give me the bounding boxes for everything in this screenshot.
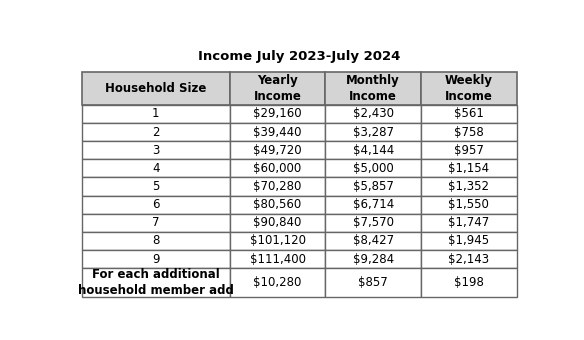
Text: 4: 4: [152, 162, 159, 175]
Bar: [421, 123, 517, 141]
Bar: [421, 250, 517, 268]
Bar: [325, 214, 421, 232]
Text: 3: 3: [152, 144, 159, 157]
Text: 7: 7: [152, 216, 159, 229]
Bar: [325, 72, 421, 105]
Text: 1: 1: [152, 107, 159, 120]
Text: $10,280: $10,280: [253, 276, 302, 289]
Bar: [421, 141, 517, 159]
Text: $1,550: $1,550: [449, 198, 489, 211]
Text: $5,857: $5,857: [353, 180, 394, 193]
Bar: [82, 214, 230, 232]
Bar: [82, 195, 230, 214]
Bar: [82, 177, 230, 196]
Bar: [82, 123, 230, 141]
Text: $5,000: $5,000: [353, 162, 394, 175]
Bar: [325, 177, 421, 196]
Text: $60,000: $60,000: [253, 162, 302, 175]
Bar: [82, 141, 230, 159]
Bar: [230, 268, 325, 298]
Bar: [230, 214, 325, 232]
Text: $49,720: $49,720: [253, 144, 302, 157]
Bar: [421, 232, 517, 250]
Text: $1,352: $1,352: [449, 180, 489, 193]
Bar: [230, 72, 325, 105]
Bar: [325, 232, 421, 250]
Bar: [230, 232, 325, 250]
Text: $1,747: $1,747: [448, 216, 489, 229]
Bar: [82, 250, 230, 268]
Text: 5: 5: [152, 180, 159, 193]
Text: $29,160: $29,160: [253, 107, 302, 120]
Bar: [230, 141, 325, 159]
Text: $101,120: $101,120: [249, 234, 305, 248]
Text: $1,154: $1,154: [448, 162, 489, 175]
Bar: [325, 123, 421, 141]
Text: $6,714: $6,714: [353, 198, 394, 211]
Text: $561: $561: [454, 107, 484, 120]
Bar: [325, 159, 421, 177]
Text: Yearly
Income: Yearly Income: [253, 74, 301, 103]
Text: For each additional
household member add: For each additional household member add: [78, 269, 234, 297]
Bar: [421, 159, 517, 177]
Bar: [230, 123, 325, 141]
Text: $198: $198: [454, 276, 484, 289]
Text: 9: 9: [152, 253, 159, 266]
Text: $2,143: $2,143: [448, 253, 489, 266]
Text: Weekly
Income: Weekly Income: [445, 74, 493, 103]
Text: $8,427: $8,427: [353, 234, 394, 248]
Bar: [230, 105, 325, 123]
Text: $4,144: $4,144: [353, 144, 394, 157]
Bar: [325, 268, 421, 298]
Bar: [421, 72, 517, 105]
Text: $111,400: $111,400: [249, 253, 305, 266]
Bar: [421, 105, 517, 123]
Bar: [421, 177, 517, 196]
Bar: [325, 250, 421, 268]
Text: Household Size: Household Size: [105, 82, 207, 95]
Bar: [230, 250, 325, 268]
Text: $9,284: $9,284: [353, 253, 394, 266]
Text: Income July 2023-July 2024: Income July 2023-July 2024: [198, 50, 401, 63]
Text: $7,570: $7,570: [353, 216, 394, 229]
Text: $80,560: $80,560: [253, 198, 302, 211]
Bar: [230, 195, 325, 214]
Text: 6: 6: [152, 198, 159, 211]
Bar: [421, 268, 517, 298]
Bar: [82, 72, 230, 105]
Bar: [82, 159, 230, 177]
Text: $2,430: $2,430: [353, 107, 394, 120]
Text: $758: $758: [454, 125, 484, 139]
Bar: [82, 268, 230, 298]
Bar: [325, 105, 421, 123]
Bar: [421, 195, 517, 214]
Bar: [230, 177, 325, 196]
Bar: [82, 105, 230, 123]
Bar: [421, 214, 517, 232]
Text: Monthly
Income: Monthly Income: [346, 74, 400, 103]
Text: 8: 8: [152, 234, 159, 248]
Bar: [325, 141, 421, 159]
Bar: [325, 195, 421, 214]
Bar: [230, 159, 325, 177]
Bar: [82, 232, 230, 250]
Text: $90,840: $90,840: [253, 216, 302, 229]
Text: $70,280: $70,280: [253, 180, 302, 193]
Text: $39,440: $39,440: [253, 125, 302, 139]
Text: 2: 2: [152, 125, 159, 139]
Text: $957: $957: [454, 144, 484, 157]
Text: $857: $857: [359, 276, 388, 289]
Text: $1,945: $1,945: [448, 234, 489, 248]
Text: $3,287: $3,287: [353, 125, 394, 139]
